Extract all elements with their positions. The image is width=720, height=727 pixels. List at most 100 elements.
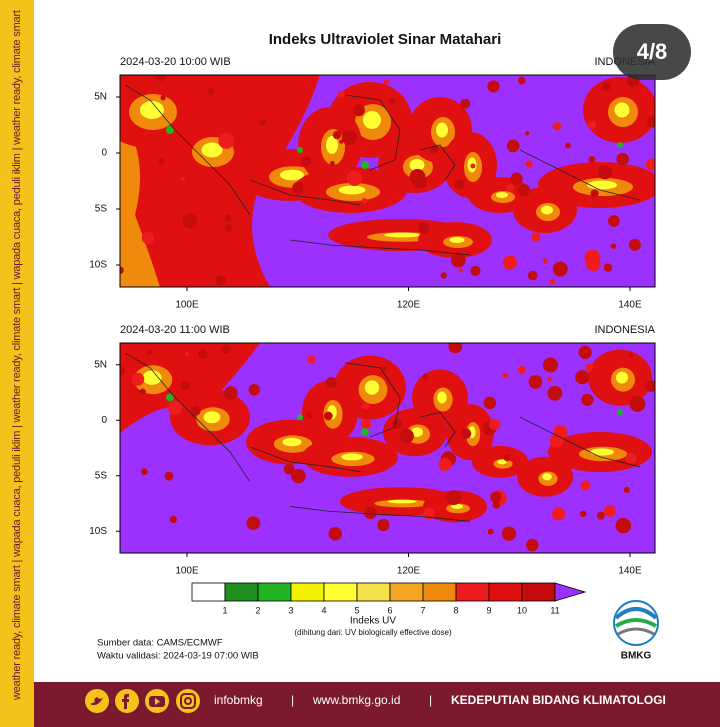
- field-blob: [282, 437, 302, 447]
- colorbar-label: 10: [517, 605, 527, 615]
- title: Indeks Ultraviolet Sinar Matahari: [269, 31, 502, 48]
- lat-label: 0: [101, 148, 107, 159]
- colorbar-box: [389, 582, 424, 602]
- lat-label: 10S: [89, 260, 107, 271]
- field-speck: [141, 231, 155, 245]
- field-speck: [361, 428, 369, 437]
- colorbar-title: Indeks UV: [350, 616, 396, 627]
- colorbar-box: [521, 582, 556, 602]
- field-speck: [542, 357, 559, 373]
- field-blob: [411, 427, 423, 437]
- field-speck: [615, 517, 632, 534]
- colorbar-note: (dihitung dari: UV biologically effectiv…: [294, 628, 452, 637]
- sidebar: [0, 0, 34, 727]
- field-speck: [454, 179, 465, 190]
- field-speck: [259, 118, 266, 126]
- field-speck: [460, 428, 472, 439]
- field-speck: [166, 126, 174, 134]
- colorbar-label: 11: [550, 605, 559, 615]
- field-speck: [597, 164, 613, 180]
- field-speck: [391, 418, 402, 429]
- field-speck: [306, 412, 313, 419]
- field-speck: [224, 224, 233, 233]
- field-speck: [526, 538, 539, 552]
- coastline: [289, 506, 471, 522]
- field-blob: [409, 159, 425, 171]
- colorbar-box: [323, 582, 358, 602]
- field-blob: [387, 499, 417, 504]
- field-speck: [329, 160, 335, 166]
- field-blob: [541, 205, 553, 215]
- field-speck: [399, 428, 414, 444]
- field-speck: [502, 255, 518, 270]
- field-speck: [146, 349, 152, 355]
- field-speck: [190, 405, 201, 416]
- lat-label: 5N: [94, 359, 107, 370]
- field-speck: [645, 380, 655, 393]
- coastline: [519, 416, 641, 468]
- field-blob: [542, 473, 552, 481]
- field-speck: [517, 76, 526, 85]
- field-speck: [608, 215, 620, 227]
- lon-label: 100E: [175, 300, 199, 311]
- field-speck: [448, 343, 463, 354]
- field-speck: [458, 268, 463, 273]
- field-speck: [328, 526, 343, 541]
- source: Sumber data: CAMS/ECMWF: [97, 638, 223, 649]
- field-speck: [616, 152, 629, 166]
- lon-label: 140E: [618, 300, 642, 311]
- field-speck: [409, 168, 426, 185]
- colorbar-box: [191, 582, 226, 602]
- field-speck: [487, 528, 494, 535]
- colorbar-box: [356, 582, 391, 602]
- lon-label: 140E: [618, 566, 642, 577]
- field-blob: [496, 192, 508, 198]
- field-speck: [417, 222, 430, 235]
- bmkg-logo: [613, 600, 659, 646]
- field-speck: [525, 160, 533, 168]
- footer-handle: infobmkg: [214, 693, 263, 707]
- lat-label: 10S: [89, 526, 107, 537]
- colorbar-label: 7: [420, 605, 425, 615]
- field-speck: [549, 278, 556, 285]
- field-speck: [291, 468, 306, 484]
- coastline: [419, 144, 456, 181]
- field-speck: [460, 98, 471, 109]
- field-speck: [248, 384, 260, 396]
- field-blob: [280, 169, 304, 181]
- field-speck: [580, 480, 591, 491]
- field-speck: [450, 252, 466, 268]
- validity: Waktu validasi: 2024-03-19 07:00 WIB: [97, 651, 259, 662]
- field-blob: [614, 102, 630, 118]
- colorbar-box: [422, 582, 457, 602]
- field-speck: [578, 345, 592, 359]
- field-speck: [517, 365, 526, 374]
- instagram-icon[interactable]: [176, 689, 200, 713]
- field-speck: [332, 130, 342, 140]
- field-blob: [142, 370, 162, 385]
- field-speck: [362, 402, 370, 410]
- field-speck: [489, 418, 501, 431]
- footer-website: www.bmkg.go.id: [312, 693, 400, 707]
- field-speck: [506, 183, 515, 192]
- field-speck: [625, 452, 637, 464]
- field-speck: [325, 376, 337, 388]
- field-speck: [470, 163, 476, 169]
- lat-label: 0: [101, 415, 107, 426]
- field-blob: [341, 453, 363, 461]
- field-speck: [602, 82, 611, 91]
- field-speck: [492, 501, 501, 509]
- field-speck: [440, 272, 447, 279]
- field-blob: [497, 459, 507, 465]
- map-time: 2024-03-20 11:00 WIB: [120, 324, 230, 336]
- colorbar-label: 2: [255, 605, 260, 615]
- field-speck: [323, 411, 333, 421]
- field-speck: [587, 120, 597, 130]
- field-speck: [218, 133, 235, 149]
- field-blob: [201, 142, 223, 158]
- field-speck: [645, 158, 655, 171]
- field-speck: [164, 471, 174, 481]
- colorbar-label: 8: [453, 605, 458, 615]
- field-speck: [422, 373, 429, 381]
- field-speck: [564, 142, 571, 149]
